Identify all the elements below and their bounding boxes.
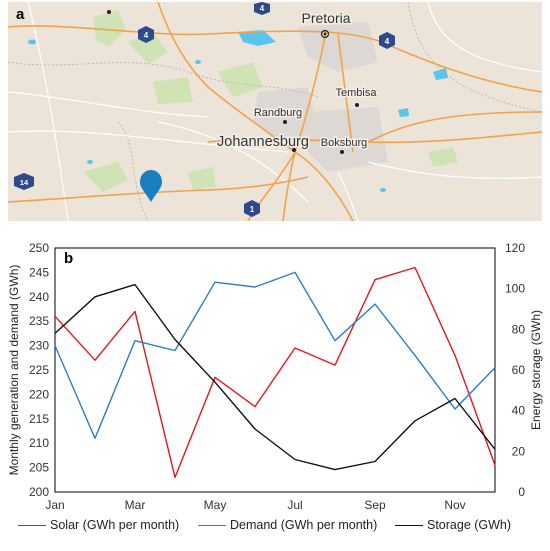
road-shields: 4 4 4 14 1 [14,2,395,217]
city-label-johannesburg: Johannesburg [217,134,309,150]
road-shield-4-left: 4 [138,26,154,43]
y2-tick-label: 20 [512,444,526,458]
plot-frame [54,247,496,493]
map-major-roads [8,2,542,221]
legend-item-demand: Demand (GWh per month) [198,518,377,532]
series-line-1 [54,266,496,479]
legend-label-storage: Storage (GWh) [427,518,512,532]
y2-axis-label: Energy storage (GWh) [529,310,543,430]
series-line-3 [54,283,496,471]
city-label-pretoria: Pretoria [301,10,350,26]
map-panel: 4 4 4 14 1 [8,2,542,221]
x-tick-label: May [204,498,227,512]
x-tick-label: Mar [125,498,146,512]
y-tick-label: 240 [29,290,49,304]
location-pin-icon [140,170,162,202]
legend-swatch-demand [198,524,226,526]
x-tick-label: Jul [287,498,302,512]
x-tick-label: Nov [444,498,465,512]
legend-label-demand: Demand (GWh per month) [230,518,378,532]
y-tick-label: 250 [29,241,49,255]
map-boundaries [8,2,542,221]
city-label-tembisa: Tembisa [336,87,378,99]
city-dots [107,10,359,154]
city-label-boksburg: Boksburg [321,137,367,149]
map-svg: 4 4 4 14 1 [8,2,542,221]
shield-label: 4 [260,4,265,13]
y-tick-label: 200 [29,485,49,499]
series-line-2 [54,271,496,440]
chart-panel: 200 205 210 215 220 225 230 235 240 245 250 0 20 40 60… [0,230,550,546]
y2-tick-label: 60 [512,363,526,377]
panel-letter-b: b [64,250,74,267]
road-shield-14: 14 [14,173,34,190]
y2-tick-label: 0 [518,485,525,499]
axes [54,247,496,493]
legend-swatch-solar [18,524,46,526]
map-urban [253,22,388,172]
road-shield-4-right: 4 [379,32,395,49]
city-label-randburg: Randburg [254,107,302,119]
y2-tick-label: 80 [512,322,526,336]
series-lines [54,266,496,479]
map-water [28,30,448,192]
y-tick-label: 225 [29,363,49,377]
x-tick-label: Sep [364,498,386,512]
y2-tick-label: 120 [505,241,525,255]
y-tick-label: 245 [29,265,49,279]
y2-tick-label: 40 [512,404,526,418]
shield-label: 4 [385,37,390,46]
legend-item-storage: Storage (GWh) [395,518,511,532]
y-tick-label: 235 [29,314,49,328]
y2-tick-label: 100 [505,282,525,296]
chart-legend: Solar (GWh per month) Demand (GWh per mo… [0,518,550,540]
y-tick-label: 215 [29,412,49,426]
y-tick-label: 205 [29,461,49,475]
legend-item-solar: Solar (GWh per month) [18,518,179,532]
legend-label-solar: Solar (GWh per month) [50,518,180,532]
y-tick-label: 230 [29,339,49,353]
tick-labels: 200 205 210 215 220 225 230 235 240 245 250 0 20 40 60… [29,241,525,512]
shield-label: 4 [144,31,149,40]
map-minor-roads [8,2,542,221]
shield-label: 14 [20,178,29,187]
shield-label: 1 [250,205,255,214]
legend-swatch-storage [395,524,423,526]
y-axis-label: Monthly generation and demand (GWh) [7,265,21,476]
line-chart: 200 205 210 215 220 225 230 235 240 245 250 0 20 40 60… [7,241,543,512]
panel-letter-a: a [16,6,25,23]
y-tick-label: 220 [29,387,49,401]
x-tick-label: Jan [45,498,64,512]
y-tick-label: 210 [29,436,49,450]
road-shield-4-top: 4 [254,2,270,15]
road-shield-1: 1 [244,200,260,217]
